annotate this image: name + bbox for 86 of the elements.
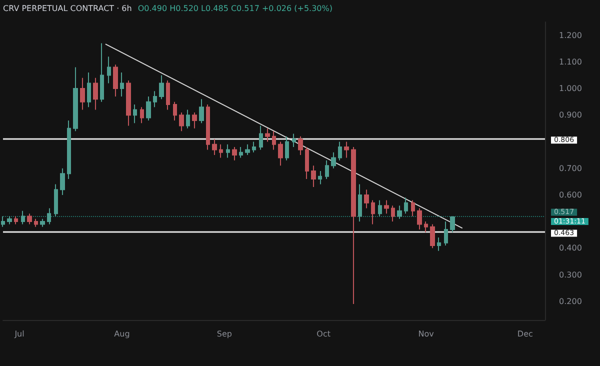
candlestick	[378, 200, 382, 217]
candlestick	[192, 112, 197, 129]
candlestick	[140, 106, 144, 124]
y-tick-label: 0.900	[559, 110, 582, 120]
candlestick	[146, 96, 151, 121]
candlestick	[252, 141, 256, 153]
candlestick	[338, 141, 342, 161]
y-tick-label: 0.400	[559, 244, 582, 253]
candlestick	[259, 125, 263, 150]
chart-title: CRV PERPETUAL CONTRACT · 6h	[3, 4, 132, 13]
candlestick	[397, 205, 402, 220]
candlestick	[14, 216, 18, 225]
candlestick	[239, 146, 243, 158]
candlestick	[153, 90, 157, 108]
candlestick	[364, 189, 369, 209]
candlestick	[113, 64, 118, 97]
candlestick	[331, 152, 336, 169]
candlestick	[159, 74, 164, 100]
candlestick	[206, 104, 210, 150]
candlestick	[73, 66, 78, 132]
candlestick	[40, 218, 45, 228]
candlestick	[272, 130, 276, 150]
candlestick	[21, 210, 25, 225]
candlestick	[107, 56, 111, 84]
candlestick	[245, 144, 250, 156]
candlestick	[444, 221, 448, 246]
y-tick-label: 1.000	[559, 84, 582, 94]
candlestick	[126, 80, 131, 126]
candlestick	[318, 170, 322, 185]
candlestick	[87, 72, 91, 108]
candlestick	[384, 200, 389, 214]
x-tick-label: Oct	[316, 330, 330, 338]
candlestick	[100, 42, 104, 102]
text: O0.490 H0.520 L0.485 C0.517 +0.026 (+5.30%)	[138, 4, 332, 13]
x-tick-label: Jul	[14, 330, 24, 338]
candlestick	[226, 144, 230, 158]
candlestick	[232, 146, 237, 161]
candlestick	[54, 184, 58, 217]
y-tick-label: 1.200	[559, 30, 582, 40]
candlestick	[285, 136, 289, 161]
candlestick	[391, 205, 395, 222]
candlestick	[298, 136, 303, 156]
candlestick	[344, 141, 349, 158]
x-tick-label: Dec	[517, 330, 533, 338]
x-tick-label: Nov	[418, 330, 434, 338]
candlestick	[133, 104, 137, 124]
candlestick	[1, 216, 5, 228]
y-tick-label: 0.700	[559, 164, 582, 173]
candlestick	[424, 221, 428, 233]
y-tick-label: 0.300	[559, 270, 582, 280]
candlestick	[80, 77, 85, 110]
candlestick	[325, 160, 329, 180]
candlestick	[358, 184, 362, 222]
candlestick	[265, 128, 270, 142]
candlestick	[411, 200, 415, 217]
x-tick-label: Aug	[114, 330, 130, 338]
candlestick	[219, 144, 223, 158]
y-tick-label: 0.600	[559, 190, 582, 200]
x-tick-label: Sep	[216, 330, 232, 338]
candlestick	[417, 208, 422, 230]
candlestick	[27, 213, 32, 225]
candlestick	[67, 120, 71, 180]
candlestick	[186, 109, 190, 129]
candlestick	[34, 218, 38, 228]
candlestick	[120, 72, 124, 97]
candlestick	[7, 216, 12, 225]
candlestick	[311, 165, 316, 188]
candlestick	[404, 197, 408, 214]
candlestick	[305, 146, 309, 180]
candlestick	[351, 146, 356, 305]
candlestick	[93, 77, 98, 110]
candlestick	[173, 101, 177, 121]
candlestick	[47, 208, 51, 225]
candlestick	[437, 237, 441, 252]
candlestick	[166, 80, 170, 110]
candlestick	[278, 141, 283, 166]
candlestick	[60, 168, 65, 196]
y-tick-label: 0.200	[559, 296, 582, 306]
candlestick	[179, 112, 184, 132]
candlestick	[292, 133, 296, 148]
candlestick	[371, 200, 375, 225]
y-tick-label: 1.100	[559, 57, 582, 66]
candlestick	[430, 224, 435, 249]
candlestick	[199, 98, 204, 124]
candlestick	[212, 138, 217, 156]
candlestick	[450, 216, 455, 233]
